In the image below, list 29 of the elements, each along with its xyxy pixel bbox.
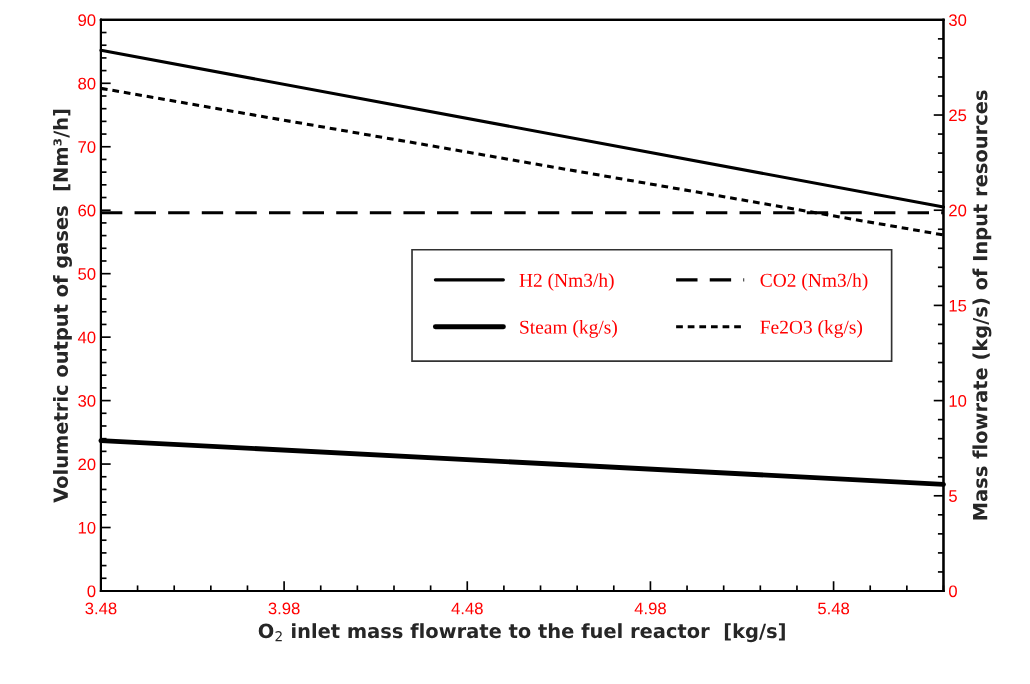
y-tick-label: 90 (78, 14, 96, 27)
x-tick-label: 4.48 (451, 602, 483, 615)
y2-tick-label: 15 (949, 299, 967, 312)
legend-label: Fe2O3 (kg/s) (760, 320, 863, 338)
y2-tick-label: 0 (948, 585, 957, 598)
y2-tick-label: 30 (948, 14, 967, 27)
x-tick-label: 3.98 (268, 602, 300, 615)
y-tick-label: 40 (77, 331, 96, 344)
y-tick-label: 10 (78, 521, 96, 534)
y2-tick-label: 25 (949, 109, 967, 122)
legend-label: CO2 (Nm3/h) (760, 273, 868, 291)
y-tick-label: 60 (78, 204, 96, 217)
y-tick-label: 80 (78, 77, 96, 90)
x-axis-title: O$_{2}$ inlet mass flowrate to the fuel reactor [kg/s] (258, 623, 785, 643)
y-tick-label: 70 (78, 141, 96, 153)
legend-label: H2 (Nm3/h) (519, 273, 614, 291)
y-tick-label: 0 (87, 585, 96, 598)
x-tick-label: 3.48 (85, 602, 117, 615)
y-tick-label: 30 (78, 395, 96, 407)
legend-label: Steam (kg/s) (520, 320, 617, 338)
y2-tick-label: 10 (949, 395, 967, 407)
y2-tick-label: 5 (949, 490, 957, 502)
x-tick-label: 4.98 (634, 602, 666, 615)
y2-tick-label: 20 (949, 204, 967, 217)
y-axis-title: Volumetric output of gases [Nm³/h] (53, 109, 72, 503)
x-tick-label: 5.48 (818, 602, 850, 615)
y-tick-label: 50 (78, 268, 96, 280)
y-tick-label: 20 (78, 458, 96, 471)
y2-axis-title: Mass flowrate (kg/s) of Input resources (972, 90, 992, 520)
